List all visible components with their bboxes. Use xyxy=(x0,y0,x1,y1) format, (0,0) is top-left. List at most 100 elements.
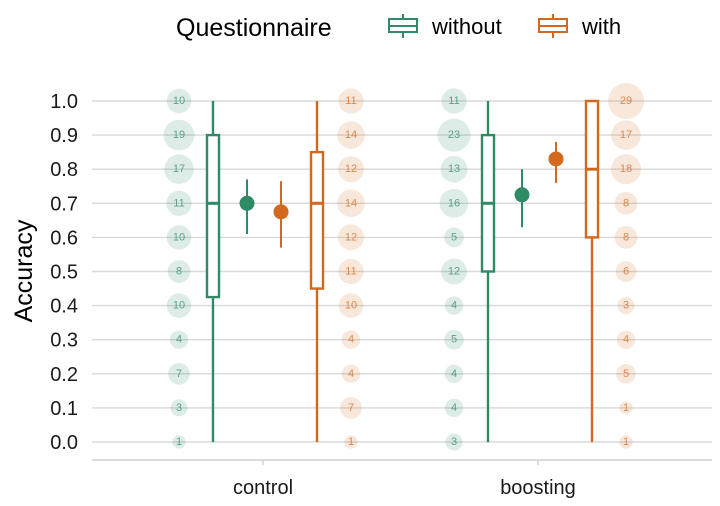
count-label: 4 xyxy=(451,368,457,380)
count-label: 10 xyxy=(173,300,185,312)
count-label: 19 xyxy=(173,129,185,141)
count-bubble xyxy=(614,226,638,249)
count-bubble xyxy=(610,154,642,185)
count-bubble xyxy=(166,190,192,216)
count-marker: 11 xyxy=(166,190,192,216)
count-marker: 1 xyxy=(172,435,186,449)
count-bubble xyxy=(337,224,365,251)
count-marker: 7 xyxy=(168,362,190,385)
count-bubble xyxy=(338,258,364,285)
count-marker: 4 xyxy=(444,398,464,418)
count-label: 17 xyxy=(173,163,185,175)
count-marker: 12 xyxy=(337,156,365,183)
y-tick-label: 0.6 xyxy=(50,227,78,249)
count-marker: 3 xyxy=(170,399,188,417)
count-bubble xyxy=(437,118,471,152)
plot-area: 1019171110810473111231316512454431114121… xyxy=(163,82,645,451)
y-tick-label: 0.7 xyxy=(50,193,78,215)
count-label: 1 xyxy=(176,436,182,448)
legend-key-without xyxy=(388,14,418,38)
count-bubble xyxy=(341,364,361,383)
count-marker: 4 xyxy=(169,330,189,349)
count-marker: 29 xyxy=(607,82,645,120)
count-bubble xyxy=(441,88,467,114)
count-marker: 4 xyxy=(444,364,464,383)
count-bubble xyxy=(172,435,186,449)
count-bubble xyxy=(163,119,195,151)
count-label: 13 xyxy=(448,163,460,175)
y-tick-label: 0.1 xyxy=(50,398,78,420)
count-marker: 8 xyxy=(167,260,191,283)
count-bubble xyxy=(338,293,364,318)
y-tick-label: 0.5 xyxy=(50,262,78,284)
count-label: 5 xyxy=(623,368,629,380)
count-bubble xyxy=(607,82,645,120)
count-bubble xyxy=(445,433,463,451)
y-tick-label: 0.2 xyxy=(50,364,78,386)
count-label: 5 xyxy=(451,334,457,346)
count-marker: 13 xyxy=(440,155,468,183)
count-label: 18 xyxy=(620,163,632,175)
count-marker: 5 xyxy=(444,329,464,350)
grid xyxy=(92,100,712,443)
y-tick-label: 0.4 xyxy=(50,296,78,318)
mean-marker xyxy=(548,141,564,183)
count-marker: 4 xyxy=(341,364,361,383)
count-label: 4 xyxy=(348,334,354,346)
count-bubble xyxy=(168,362,190,385)
count-label: 11 xyxy=(173,197,184,209)
box-iqr xyxy=(309,150,325,290)
count-marker: 16 xyxy=(439,188,469,218)
count-bubble xyxy=(617,297,635,315)
box-iqr xyxy=(205,133,221,299)
count-label: 12 xyxy=(448,266,460,278)
count-marker: 23 xyxy=(437,118,471,152)
count-marker: 1 xyxy=(344,435,358,449)
count-marker: 14 xyxy=(337,121,365,149)
box-plot xyxy=(309,101,325,442)
count-label: 14 xyxy=(345,197,357,209)
count-marker: 8 xyxy=(614,191,638,215)
count-bubble xyxy=(340,397,362,419)
count-label: 11 xyxy=(345,266,356,278)
count-label: 10 xyxy=(173,231,185,243)
legend-label-without: without xyxy=(431,14,502,39)
count-label: 3 xyxy=(623,300,629,312)
count-bubble xyxy=(444,227,464,248)
count-label: 10 xyxy=(173,95,185,107)
count-bubble xyxy=(166,225,192,250)
count-marker: 4 xyxy=(341,330,361,349)
count-bubble xyxy=(616,330,636,349)
count-label: 3 xyxy=(451,436,457,448)
mean-marker xyxy=(514,169,530,228)
count-marker: 12 xyxy=(337,224,365,251)
count-label: 7 xyxy=(348,402,354,414)
count-bubble xyxy=(444,398,464,418)
count-bubble xyxy=(440,155,468,183)
count-marker: 11 xyxy=(441,88,467,114)
box-plot xyxy=(205,101,221,442)
count-label: 12 xyxy=(345,163,357,175)
count-label: 12 xyxy=(345,231,357,243)
y-tick-labels: 0.0 0.1 0.2 0.3 0.4 0.5 0.6 0.7 0.8 0.9 1.0 xyxy=(50,91,78,454)
count-bubble xyxy=(337,121,365,149)
count-bubble xyxy=(439,188,469,218)
box-plot xyxy=(584,99,600,442)
count-marker: 18 xyxy=(610,154,642,185)
count-label: 3 xyxy=(176,402,182,414)
legend-key-with xyxy=(538,14,568,38)
count-marker: 17 xyxy=(611,120,641,150)
count-bubble xyxy=(344,435,358,449)
count-bubble xyxy=(444,329,464,350)
count-bubble xyxy=(167,260,191,283)
count-bubble xyxy=(444,296,464,315)
count-label: 1 xyxy=(623,402,629,414)
count-label: 4 xyxy=(451,300,457,312)
count-marker: 1 xyxy=(619,435,633,449)
count-bubble xyxy=(619,435,633,449)
count-label: 29 xyxy=(620,95,632,107)
x-category-label: control xyxy=(233,477,293,499)
count-bubble xyxy=(440,258,468,285)
count-label: 10 xyxy=(345,300,357,312)
count-marker: 7 xyxy=(340,397,362,419)
